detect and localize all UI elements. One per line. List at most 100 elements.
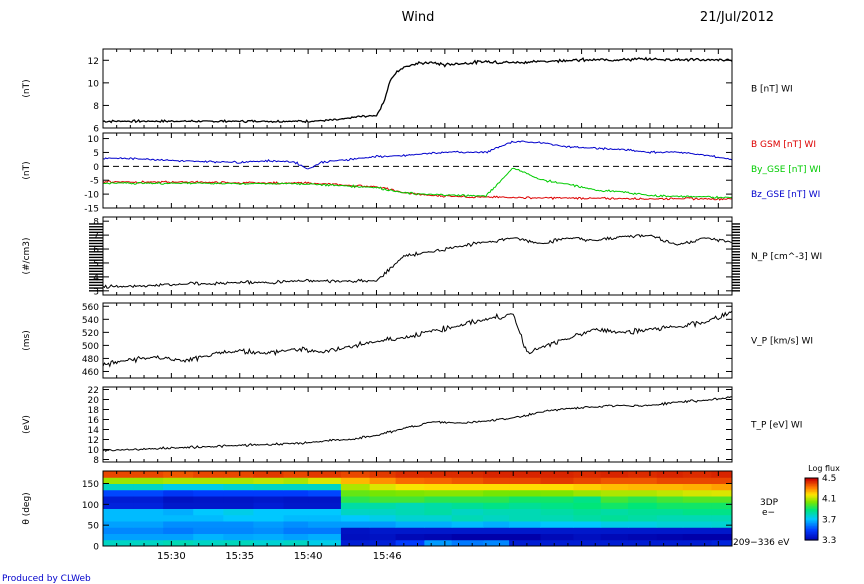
- heatmap-cell: [308, 502, 342, 509]
- heatmap-cell: [369, 514, 397, 522]
- colorbar-tick-label: 3.3: [822, 536, 836, 546]
- heatmap-cell: [283, 502, 309, 509]
- heatmap-cell: [193, 508, 224, 516]
- heatmap-cell: [103, 508, 134, 516]
- heatmap-cell: [193, 496, 224, 503]
- heatmap-cell: [451, 489, 484, 497]
- heatmap-cell: [223, 477, 254, 484]
- x-tick-label: 15:40: [294, 551, 323, 562]
- series-line-1: [102, 310, 733, 368]
- heatmap-cell: [711, 521, 733, 528]
- heatmap-cell: [253, 483, 284, 491]
- heatmap-cell: [308, 527, 342, 534]
- heatmap-cell: [600, 502, 629, 509]
- heatmap-cell: [253, 508, 284, 516]
- heatmap-cell: [509, 508, 542, 516]
- heatmap-cell: [656, 514, 684, 522]
- panel-2: 10 5 0 -5 -10 -15 (nT) B GSM [nT] WI By_GSE [nT]…: [22, 132, 821, 215]
- heatmap-cell: [682, 527, 712, 534]
- heatmap-cell: [340, 483, 371, 491]
- heatmap-cell: [540, 514, 574, 522]
- heatmap-cell: [600, 508, 629, 516]
- heatmap-cell: [163, 521, 194, 528]
- colorbar-band: [805, 490, 818, 493]
- heatmap-cell: [395, 527, 425, 534]
- heatmap-cell: [163, 533, 194, 541]
- heatmap-cell: [103, 533, 134, 541]
- panel-frame: [102, 302, 733, 379]
- heatmap-cell: [483, 496, 510, 503]
- heatmap-cell: [540, 521, 574, 528]
- heatmap-cell: [540, 508, 574, 516]
- heatmap-cell: [340, 502, 371, 509]
- colorbar-band: [805, 495, 818, 498]
- series-line-1: [102, 56, 733, 124]
- heatmap-cell: [540, 471, 574, 478]
- colorbar-band: [805, 482, 818, 485]
- heatmap-cell: [223, 508, 254, 516]
- heatmap-cell: [540, 489, 574, 497]
- heatmap-cell: [163, 502, 194, 509]
- colorbar-band: [805, 479, 818, 482]
- heatmap-cell: [308, 471, 342, 478]
- heatmap-cell: [340, 527, 371, 534]
- heatmap-cell: [253, 521, 284, 528]
- legend-entry-3: Bz_GSE [nT] WI: [751, 190, 820, 200]
- colorbar-band: [805, 504, 818, 507]
- y-axis-label: (eV): [22, 415, 32, 434]
- heatmap-cell: [340, 514, 371, 522]
- heatmap-cell: [308, 514, 342, 522]
- heatmap-cell: [424, 496, 453, 503]
- heatmap-cell: [600, 496, 629, 503]
- heatmap-cell: [395, 514, 425, 522]
- y-tick-label: 8: [93, 218, 99, 228]
- heatmap-cell: [540, 477, 574, 484]
- heatmap-cell: [573, 514, 602, 522]
- colorbar-band: [805, 536, 818, 540]
- heatmap-cell: [600, 539, 629, 547]
- heatmap-cell: [103, 489, 134, 497]
- y-tick-label: 560: [82, 303, 99, 313]
- heatmap-cell: [628, 502, 658, 509]
- heatmap-cell: [682, 521, 712, 528]
- heatmap-cell: [656, 483, 684, 491]
- y-axis-label: θ (deg): [22, 492, 32, 524]
- heatmap-cell: [253, 539, 284, 547]
- heatmap-cell: [369, 471, 397, 478]
- heatmap-cell: [483, 521, 510, 528]
- y-tick-label: -15: [84, 205, 99, 215]
- heatmap-cell: [163, 496, 194, 503]
- heatmap-cell: [600, 477, 629, 484]
- produced-by-credit: Produced by CLWeb: [2, 574, 91, 584]
- heatmap-cell: [395, 539, 425, 547]
- heatmap-cell: [163, 489, 194, 497]
- heatmap-cell: [600, 471, 629, 478]
- heatmap-cell: [133, 539, 164, 547]
- heatmap-cell: [509, 489, 542, 497]
- colorbar-band: [805, 535, 818, 538]
- heatmap-cell: [395, 521, 425, 528]
- heatmap-cell: [340, 533, 371, 541]
- heatmap-cell: [573, 533, 602, 541]
- heatmap-cell: [483, 539, 510, 547]
- heatmap-cell: [283, 514, 309, 522]
- legend-entry-2: By_GSE [nT] WI: [751, 165, 821, 175]
- heatmap-cell: [573, 508, 602, 516]
- y-tick-label: 14: [88, 426, 100, 436]
- heatmap-cell: [451, 533, 484, 541]
- heatmap-cell: [103, 471, 134, 478]
- colorbar-band: [805, 529, 818, 532]
- heatmap-cell: [682, 489, 712, 497]
- heatmap-cell: [223, 539, 254, 547]
- heatmap-cell: [369, 502, 397, 509]
- x-tick-label: 15:46: [373, 551, 402, 562]
- heatmap-cell: [540, 502, 574, 509]
- heatmap-cell: [483, 533, 510, 541]
- x-tick-label: 15:35: [225, 551, 254, 562]
- series-line-1: [102, 234, 733, 289]
- heatmap-cell: [369, 539, 397, 547]
- heatmap-cell: [682, 514, 712, 522]
- colorbar-band: [805, 502, 818, 505]
